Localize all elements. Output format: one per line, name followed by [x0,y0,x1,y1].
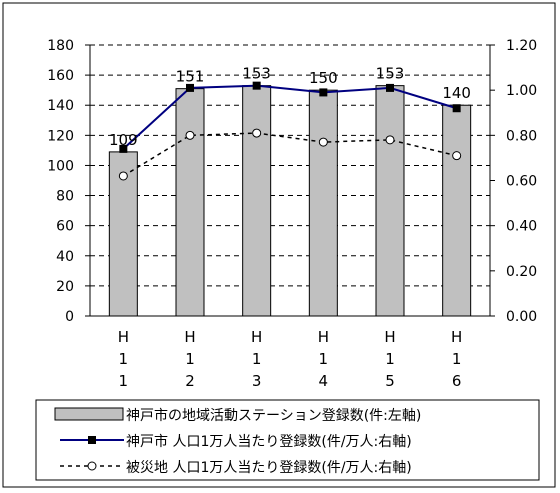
category-tick-label: H [184,328,195,346]
left-tick-label: 40 [56,249,74,265]
left-tick-label: 180 [47,38,74,54]
bar [175,88,205,317]
left-tick-label: 120 [47,128,74,144]
category-tick-label: 1 [385,350,395,368]
left-tick-label: 60 [56,219,74,235]
tick-labels: 0 20 40 60 80 100 120 140 160 180 0.00 0.20 0.40 0.60… [47,38,537,390]
category-tick-label: H [318,328,329,346]
gridlines [90,44,490,287]
left-tick-label: 80 [56,189,74,205]
category-tick-label: 4 [319,372,329,390]
kobe-line [122,84,457,150]
disaster-area-marker [318,137,328,147]
category-tick-label: 6 [452,372,462,390]
bar [442,104,472,317]
axes [85,44,495,317]
bar [375,85,405,317]
category-tick-label: 1 [119,372,129,390]
left-tick-label: 160 [47,68,74,84]
right-tick-label: 0.60 [506,174,537,190]
line-series [118,81,462,181]
category-tick-label: 1 [452,350,462,368]
category-tick-label: H [451,328,462,346]
legend-entry-label: 被災地 人口1万人当たり登録数(件/万人:右軸) [126,460,412,476]
left-tick-label: 140 [47,98,74,114]
category-tick-label: H [118,328,129,346]
kobe-marker [319,88,328,97]
category-tick-label: 1 [185,350,195,368]
disaster-area-marker [118,171,128,181]
disaster-area-marker [185,130,195,140]
bar [242,85,272,317]
kobe-marker [452,104,461,113]
legend-entry-label: 神戸市の地域活動ステーション登録数(件:左軸) [126,407,421,424]
left-tick-label: 0 [65,309,74,325]
right-tick-label: 1.00 [506,83,537,99]
category-tick-label: H [384,328,395,346]
bar-value-label: 153 [376,65,405,83]
kobe-marker [119,144,128,153]
category-tick-label: 3 [252,372,262,390]
kobe-marker [186,83,194,92]
legend-entry-label: 神戸市 人口1万人当たり登録数(件/万人:右軸) [126,433,412,450]
disaster-area-marker [385,135,395,145]
disaster-area-line [122,132,457,177]
left-tick-label: 20 [56,279,74,295]
legend-bar-swatch [54,407,124,421]
legend-kobe-marker [88,436,96,444]
left-tick-label: 100 [47,158,74,174]
category-tick-label: 1 [252,350,262,368]
bar-value-label: 109 [109,131,138,149]
disaster-area-marker [252,128,262,138]
kobe-marker [386,83,394,92]
kobe-marker [252,81,261,90]
right-tick-label: 0.20 [506,264,537,280]
category-tick-label: H [251,328,262,346]
bar-value-label: 140 [442,84,471,102]
disaster-area-marker [452,151,462,161]
bar-value-label: 153 [242,65,271,83]
legend: 神戸市の地域活動ステーション登録数(件:左軸) 神戸市 人口1万人当たり登録数(件… [35,399,540,481]
right-tick-label: 1.20 [506,38,537,54]
legend-disaster-marker [87,461,97,471]
bar [308,89,338,317]
right-tick-label: 0.40 [506,219,537,235]
right-tick-label: 0.80 [506,128,537,144]
category-tick-label: 2 [185,372,195,390]
bar-value-label: 150 [309,69,338,87]
right-tick-label: 0.00 [506,309,537,325]
category-tick-label: 1 [119,350,129,368]
data-labels: 109 151 153 150 153 140 [109,65,471,149]
category-tick-label: 5 [385,372,395,390]
category-tick-label: 1 [319,350,329,368]
bar-value-label: 151 [176,68,205,86]
